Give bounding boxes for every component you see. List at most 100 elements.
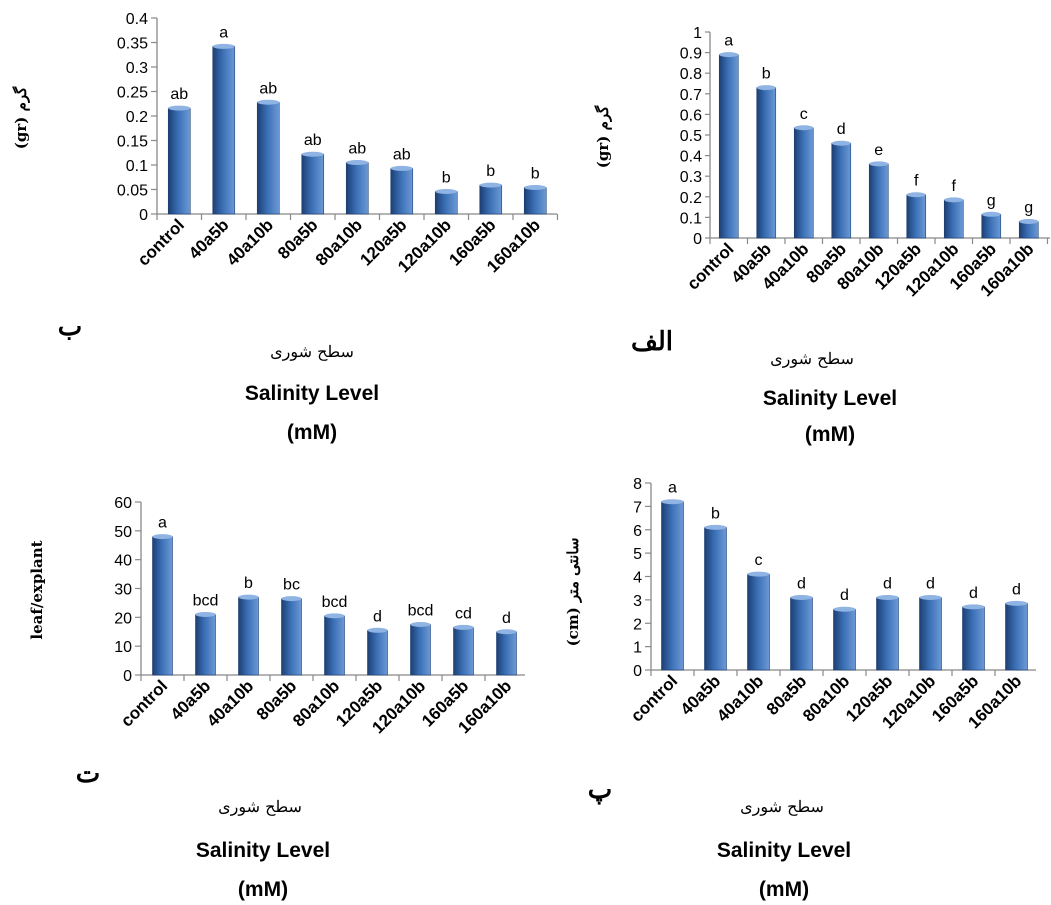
- bar-160a5b: [962, 606, 985, 671]
- bar-top-cap: [756, 85, 776, 91]
- y-tick-label: 7: [633, 499, 642, 516]
- significance-letter: bcd: [322, 594, 348, 611]
- bar-top-cap: [453, 624, 474, 630]
- significance-letter: c: [755, 552, 763, 569]
- x-axis-unit: (mM): [238, 878, 288, 901]
- significance-letter: d: [840, 587, 849, 604]
- bar-top-cap: [962, 604, 985, 610]
- y-tick-label: 30: [114, 582, 132, 599]
- significance-letter: b: [531, 166, 540, 183]
- bar-control: [661, 501, 684, 671]
- panel-label: پ: [588, 775, 612, 805]
- bar-120a10b: [434, 191, 458, 215]
- bar-top-cap: [195, 611, 216, 617]
- bar-top-cap: [876, 595, 899, 601]
- bar-control: [152, 536, 173, 676]
- bar-160a5b: [479, 184, 503, 215]
- bar-160a5b: [453, 627, 474, 676]
- significance-letter: d: [502, 610, 511, 627]
- bar-40a5b: [212, 46, 236, 215]
- y-tick-label: 5: [633, 546, 642, 563]
- x-axis-label-persian: سطح شوری: [770, 349, 854, 368]
- significance-letter: a: [724, 33, 733, 50]
- bar-top-cap: [168, 105, 191, 111]
- significance-letter: d: [926, 576, 935, 593]
- x-axis-unit: (mM): [805, 423, 855, 446]
- bar-control: [167, 107, 191, 215]
- bar-top-cap: [661, 499, 684, 505]
- y-axis-label: leaf/explant: [28, 540, 46, 639]
- y-tick-label: 8: [633, 476, 642, 493]
- bar-160a5b: [981, 214, 1002, 239]
- x-axis-label-persian: سطح شوری: [740, 797, 824, 816]
- bar-top-cap: [410, 622, 431, 628]
- chart-panel-p3: 0102030405060acontrolbcd40a5bb40a10bbc80…: [28, 495, 525, 901]
- x-axis-unit: (mM): [759, 878, 809, 901]
- bar-120a10b: [919, 597, 942, 671]
- bar-40a10b: [256, 101, 280, 215]
- y-tick-label: 40: [114, 553, 132, 570]
- bar-top-cap: [747, 571, 770, 577]
- x-axis-label-english: Salinity Level: [717, 839, 851, 862]
- significance-letter: b: [244, 575, 253, 592]
- bar-120a5b: [367, 630, 388, 676]
- y-axis-label: سانتی متر (cm): [564, 538, 582, 647]
- bar-top-cap: [704, 524, 727, 530]
- category-label: control: [683, 239, 737, 293]
- bar-top-cap: [281, 596, 302, 602]
- significance-letter: g: [987, 192, 996, 209]
- significance-letter: c: [800, 106, 808, 123]
- bar-120a10b: [410, 624, 431, 676]
- significance-letter: ab: [259, 80, 277, 97]
- bar-top-cap: [719, 52, 739, 58]
- bar-top-cap: [906, 192, 926, 198]
- x-axis-label-persian: سطح شوری: [270, 342, 354, 361]
- bar-top-cap: [869, 161, 889, 167]
- y-tick-label: 10: [114, 639, 132, 656]
- category-label: 40a10b: [713, 671, 767, 725]
- bar-160a10b: [496, 631, 517, 676]
- y-tick-label: 0.3: [126, 60, 148, 77]
- bar-80a5b: [301, 153, 325, 215]
- significance-letter: a: [219, 24, 228, 41]
- significance-letter: d: [883, 576, 892, 593]
- y-tick-label: 0.7: [680, 87, 702, 104]
- significance-letter: d: [797, 576, 806, 593]
- category-label: 40a10b: [223, 215, 277, 269]
- significance-letter: cd: [455, 605, 472, 622]
- significance-letter: ab: [393, 146, 411, 163]
- chart-panel-p1: 00.050.10.150.20.250.30.350.4abcontrola4…: [12, 11, 559, 444]
- y-tick-label: 0.9: [680, 46, 702, 63]
- bar-top-cap: [435, 188, 458, 194]
- significance-letter: b: [762, 66, 771, 83]
- category-label: 80a10b: [799, 671, 853, 725]
- bar-top-cap: [1005, 600, 1028, 606]
- significance-letter: g: [1024, 200, 1033, 217]
- bar-80a10b: [345, 162, 369, 215]
- y-tick-label: 0.8: [680, 66, 702, 83]
- bar-80a5b: [790, 597, 813, 671]
- significance-letter: f: [952, 178, 957, 195]
- bar-top-cap: [981, 211, 1001, 217]
- bar-control: [718, 54, 739, 239]
- x-axis-label-persian: سطح شوری: [218, 797, 302, 816]
- bar-40a10b: [747, 573, 770, 671]
- bar-top-cap: [496, 629, 517, 635]
- significance-letter: b: [442, 169, 451, 186]
- y-tick-label: 3: [633, 593, 642, 610]
- bar-top-cap: [479, 182, 502, 188]
- bar-40a5b: [195, 614, 216, 676]
- y-tick-label: 0.2: [680, 190, 702, 207]
- significance-letter: ab: [170, 86, 188, 103]
- bar-80a10b: [833, 608, 856, 671]
- bar-top-cap: [301, 151, 324, 157]
- bar-top-cap: [257, 99, 280, 105]
- significance-letter: ab: [304, 132, 322, 149]
- significance-letter: d: [837, 121, 846, 138]
- bar-80a5b: [831, 142, 852, 239]
- y-axis-label: گرم (gr): [594, 105, 612, 168]
- bar-40a5b: [704, 527, 727, 671]
- significance-letter: bcd: [408, 603, 434, 620]
- x-axis-label-english: Salinity Level: [245, 382, 379, 405]
- panel-label: ب: [58, 312, 82, 342]
